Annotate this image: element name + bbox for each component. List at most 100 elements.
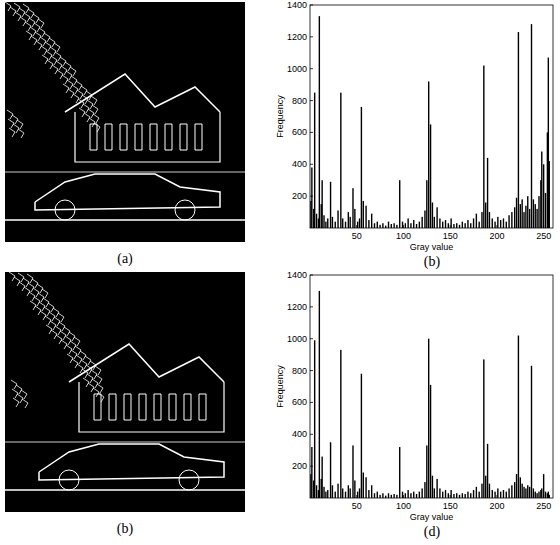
edge-line — [72, 85, 78, 94]
bar — [379, 225, 380, 228]
edge-line — [23, 278, 29, 287]
edge-line — [139, 394, 146, 420]
bar — [500, 492, 501, 498]
bar — [525, 206, 526, 228]
edge-line — [88, 109, 94, 118]
bar — [359, 488, 360, 498]
y-tick-label: 1400 — [287, 0, 307, 10]
bar — [541, 488, 542, 498]
bar — [453, 224, 454, 228]
edge-line — [94, 394, 101, 420]
edge-line — [9, 272, 15, 281]
y-tick — [310, 100, 313, 101]
bar — [518, 336, 519, 498]
bar — [419, 492, 420, 498]
y-tick — [310, 196, 313, 197]
edge-line — [72, 359, 78, 368]
bar — [489, 484, 490, 498]
wheel — [59, 470, 79, 490]
bar — [473, 218, 474, 228]
edge-line — [87, 100, 93, 109]
edge-line — [83, 104, 89, 113]
bar — [410, 223, 411, 228]
edge-line — [33, 14, 39, 23]
bar — [365, 206, 366, 228]
x-tick-label: 50 — [352, 231, 362, 241]
edge-line — [42, 289, 48, 298]
edge-line — [65, 74, 220, 112]
edge-line — [42, 55, 48, 64]
bar — [388, 222, 389, 228]
edge-line — [15, 12, 21, 21]
edge-line — [49, 38, 55, 47]
edge-line — [83, 378, 89, 387]
image-ground — [5, 2, 245, 242]
bar — [487, 158, 488, 228]
bar — [321, 180, 322, 228]
bar — [314, 93, 315, 228]
y-tick — [310, 132, 313, 133]
edge-line — [195, 124, 202, 150]
bar — [467, 492, 468, 498]
bar — [436, 479, 437, 498]
bar — [330, 442, 331, 498]
bar — [316, 214, 317, 228]
bar — [536, 493, 537, 498]
edge-image — [5, 2, 245, 242]
y-tick-label: 800 — [292, 366, 307, 376]
edge-line — [17, 120, 23, 129]
bar — [393, 223, 394, 228]
bar — [521, 484, 522, 498]
bars — [310, 16, 550, 228]
bar — [511, 212, 512, 228]
edge-line — [79, 382, 224, 432]
wheel — [55, 200, 75, 220]
bar — [345, 222, 346, 228]
edge-line — [51, 56, 57, 65]
edge-line — [92, 379, 98, 388]
edge-line — [51, 330, 57, 339]
edge-line — [38, 293, 44, 302]
x-axis-title: Gray value — [410, 242, 454, 252]
x-tick-label: 250 — [536, 231, 551, 241]
y-axis-title: Frequency — [275, 365, 285, 408]
y-tick-label: 200 — [292, 461, 307, 471]
bar — [407, 490, 408, 498]
bar — [436, 207, 437, 228]
edge-line — [95, 366, 101, 375]
edge-line — [33, 288, 39, 297]
bar — [535, 492, 536, 498]
edge-line — [30, 27, 36, 36]
edge-line — [93, 114, 99, 123]
edge-line — [39, 444, 224, 480]
bar — [485, 203, 486, 228]
bar — [483, 359, 484, 498]
edge-line — [74, 337, 80, 346]
bar — [516, 198, 517, 228]
edge-line — [44, 307, 50, 316]
bar — [520, 204, 521, 228]
bar — [432, 203, 433, 228]
x-tick — [450, 225, 451, 228]
edge-line — [76, 81, 82, 90]
edge-line — [71, 76, 77, 85]
edge-line — [38, 19, 44, 28]
edge-line — [14, 3, 20, 12]
y-tick — [310, 402, 313, 403]
edge-line — [52, 65, 58, 74]
bar — [391, 224, 392, 228]
edge-line — [19, 282, 25, 291]
bar — [529, 487, 530, 498]
bar — [354, 209, 355, 228]
edge-line — [61, 340, 67, 349]
edge-line — [20, 17, 26, 26]
edge-line — [55, 326, 61, 335]
edge-line — [80, 351, 86, 360]
bar — [430, 385, 431, 498]
bar — [311, 447, 312, 498]
edge-line — [96, 375, 102, 384]
edge-line — [22, 399, 28, 408]
edge-line — [69, 332, 75, 341]
bar — [402, 492, 403, 498]
wheel — [179, 470, 199, 490]
